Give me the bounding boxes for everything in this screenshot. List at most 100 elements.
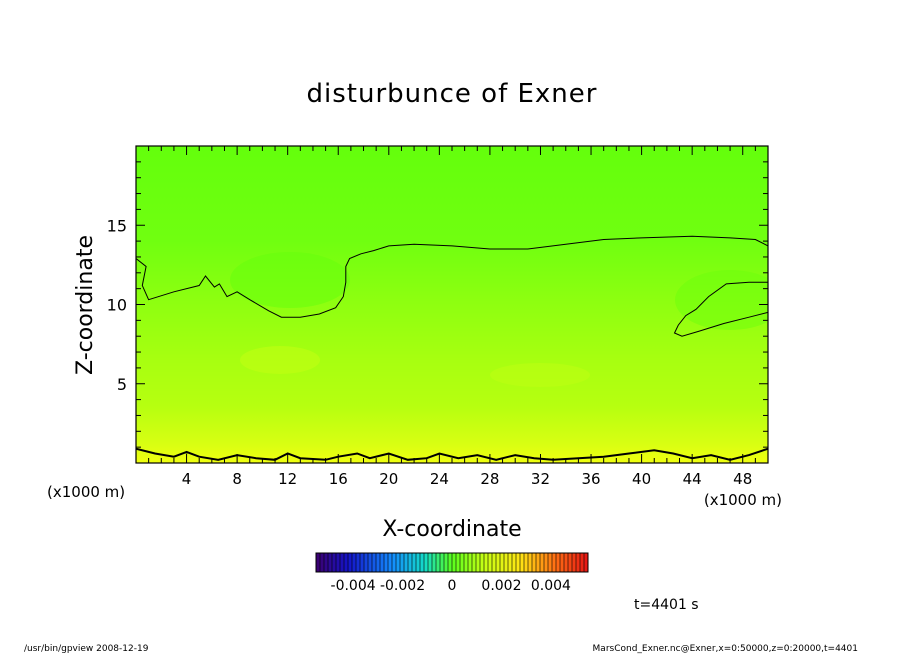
colorbar-bin [552,553,556,572]
colorbar-bin [332,553,336,572]
x-tick-label: 12 [278,470,297,488]
field-patch-green-left [230,252,350,308]
colorbar-bin [336,553,340,572]
x-tick-label: 4 [182,470,192,488]
colorbar-bin [512,553,516,572]
colorbar-tick-label: -0.004 [331,578,376,594]
colorbar-bin [452,553,456,572]
colorbar-bin [492,553,496,572]
colorbar-bin [360,553,364,572]
contour-right-lobe [673,281,768,337]
colorbar-bin [392,553,396,572]
colorbar-tick-label: -0.002 [380,578,425,594]
footer-left: /usr/bin/gpview 2008-12-19 [24,644,149,654]
colorbar-bin [328,553,332,572]
colorbar-bin [536,553,540,572]
colorbar-bin [576,553,580,572]
colorbar-bin [364,553,368,572]
colorbar-bin [404,553,408,572]
x-tick-label: 44 [683,470,702,488]
time-annotation: t=4401 s [634,597,699,613]
colorbar-tick-label: 0.002 [481,578,521,594]
colorbar-bin [420,553,424,572]
y-axis-label: Z-coordinate [73,235,98,375]
colorbar-bin [524,553,528,572]
colorbar-bin [444,553,448,572]
x-axis-label: X-coordinate [382,517,521,542]
colorbar-bin [464,553,468,572]
x-tick-labels: 4 8 12 16 20 24 28 32 36 40 44 48 [182,470,752,488]
colorbar-bin [520,553,524,572]
x-tick-label: 48 [733,470,752,488]
colorbar-bin [344,553,348,572]
axis-ticks [136,146,768,463]
colorbar-bin [424,553,428,572]
colorbar-bin [500,553,504,572]
colorbar-bin [480,553,484,572]
colorbar-bin [584,553,588,572]
colorbar-bin [400,553,404,572]
colorbar-bin [532,553,536,572]
colorbar-bin [572,553,576,572]
x-tick-label: 8 [232,470,242,488]
footer-right: MarsCond_Exner.nc@Exner,x=0:50000,z=0:20… [593,644,858,654]
x-tick-label: 16 [329,470,348,488]
colorbar-bin [528,553,532,572]
y-tick-label: 15 [107,216,127,235]
colorbar-bin [412,553,416,572]
colorbar-bin [340,553,344,572]
x-tick-label: 40 [632,470,651,488]
chart-title: disturbunce of Exner [307,79,598,109]
field-background [136,146,768,463]
colorbar-bin [556,553,560,572]
colorbar-bin [448,553,452,572]
contour-upper [136,235,768,318]
colorbar-bin [488,553,492,572]
colorbar-labels: -0.004 -0.002 0 0.002 0.004 [331,578,572,594]
x-unit-right: (x1000 m) [704,491,782,509]
colorbar-bin [368,553,372,572]
colorbar-bin [460,553,464,572]
colorbar-tick-label: 0.004 [531,578,571,594]
colorbar-bin [316,553,320,572]
y-tick-labels: 5 10 15 [107,216,127,394]
colorbar-frame [315,552,589,573]
colorbar-bin [548,553,552,572]
colorbar-bin [580,553,584,572]
colorbar-bin [516,553,520,572]
plot-area [136,146,768,463]
x-unit-left: (x1000 m) [47,483,125,501]
colorbar-bin [352,553,356,572]
colorbar-bin [416,553,420,572]
colorbar-bin [560,553,564,572]
colorbar-bin [496,553,500,572]
x-tick-label: 36 [581,470,600,488]
colorbar-bin [440,553,444,572]
colorbar-tick-label: 0 [448,578,457,594]
colorbar-bin [396,553,400,572]
x-tick-label: 32 [531,470,550,488]
colorbar-bin [432,553,436,572]
colorbar-bin [472,553,476,572]
y-tick-label: 10 [107,296,127,315]
colorbar-bin [356,553,360,572]
field-patch-yellow-1 [240,346,320,374]
x-tick-label: 28 [480,470,499,488]
colorbar-bin [456,553,460,572]
y-tick-label: 5 [117,375,127,394]
colorbar-bin [544,553,548,572]
colorbar-bin [476,553,480,572]
colorbar-bin [504,553,508,572]
colorbar [316,553,588,572]
field-patch-yellow-2 [490,363,590,387]
colorbar-bin [468,553,472,572]
colorbar-bin [508,553,512,572]
colorbar-bin [428,553,432,572]
colorbar-bin [348,553,352,572]
colorbar-bin [372,553,376,572]
colorbar-bin [320,553,324,572]
colorbar-bin [388,553,392,572]
x-tick-label: 20 [379,470,398,488]
colorbar-bin [380,553,384,572]
